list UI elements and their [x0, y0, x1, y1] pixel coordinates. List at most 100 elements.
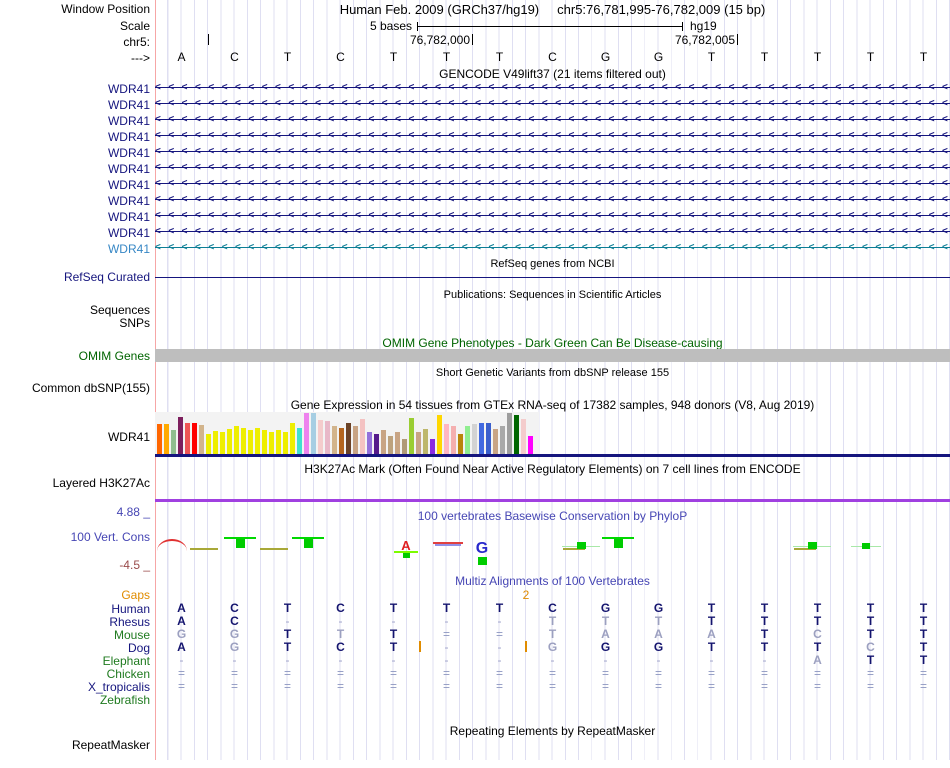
- gtex-gene-model-line[interactable]: [155, 454, 950, 457]
- gtex-tissue-bar[interactable]: [220, 432, 225, 454]
- species-label-x_tropicalis[interactable]: X_tropicalis: [87, 680, 150, 694]
- gtex-tissue-bar[interactable]: [416, 432, 421, 454]
- snps-track-label[interactable]: SNPs: [119, 316, 150, 330]
- gene-row-label[interactable]: WDR41: [107, 146, 150, 160]
- omim-gene-bar[interactable]: [155, 349, 950, 362]
- gene-row-label[interactable]: WDR41: [107, 98, 150, 112]
- omim-genes-label[interactable]: OMIM Genes: [78, 349, 150, 363]
- gene-transcript-row[interactable]: <<<<<<<<<<<<<<<<<<<<<<<<<<<<<<<<<<<<<<<<…: [155, 146, 950, 157]
- gtex-tissue-bar[interactable]: [479, 423, 484, 454]
- gtex-tissue-bar[interactable]: [276, 430, 281, 454]
- gtex-tissue-bar[interactable]: [171, 430, 176, 454]
- gtex-tissue-bar[interactable]: [262, 430, 267, 454]
- gtex-tissue-bar[interactable]: [318, 420, 323, 454]
- species-label-chicken[interactable]: Chicken: [106, 667, 150, 681]
- gene-row-label[interactable]: WDR41: [107, 114, 150, 128]
- gtex-tissue-bar[interactable]: [451, 426, 456, 454]
- gene-transcript-row[interactable]: <<<<<<<<<<<<<<<<<<<<<<<<<<<<<<<<<<<<<<<<…: [155, 194, 950, 205]
- gtex-tissue-bar[interactable]: [227, 429, 232, 454]
- alignment-base: =: [442, 627, 450, 641]
- gtex-expression-bars[interactable]: [157, 412, 537, 454]
- refseq-curated-label[interactable]: RefSeq Curated: [63, 270, 150, 284]
- gtex-tissue-bar[interactable]: [472, 424, 477, 454]
- gene-transcript-row[interactable]: <<<<<<<<<<<<<<<<<<<<<<<<<<<<<<<<<<<<<<<<…: [155, 82, 950, 93]
- gtex-tissue-bar[interactable]: [311, 413, 316, 454]
- gtex-tissue-bar[interactable]: [374, 434, 379, 454]
- gtex-tissue-bar[interactable]: [304, 413, 309, 454]
- gtex-tissue-bar[interactable]: [514, 415, 519, 454]
- gtex-tissue-bar[interactable]: [164, 424, 169, 454]
- gene-row-label[interactable]: WDR41: [107, 162, 150, 176]
- gtex-tissue-bar[interactable]: [388, 436, 393, 454]
- gtex-tissue-bar[interactable]: [458, 434, 463, 454]
- gtex-tissue-bar[interactable]: [332, 426, 337, 454]
- gene-transcript-row[interactable]: <<<<<<<<<<<<<<<<<<<<<<<<<<<<<<<<<<<<<<<<…: [155, 226, 950, 237]
- gene-transcript-row[interactable]: <<<<<<<<<<<<<<<<<<<<<<<<<<<<<<<<<<<<<<<<…: [155, 242, 950, 253]
- refseq-curated-gene-line[interactable]: [155, 277, 950, 278]
- gtex-tissue-bar[interactable]: [297, 428, 302, 454]
- gene-row-label[interactable]: WDR41: [107, 242, 150, 256]
- sequences-track-label[interactable]: Sequences: [89, 303, 150, 317]
- gtex-tissue-bar[interactable]: [325, 421, 330, 454]
- gtex-tissue-bar[interactable]: [157, 424, 162, 454]
- gtex-tissue-bar[interactable]: [199, 425, 204, 454]
- gtex-tissue-bar[interactable]: [269, 432, 274, 454]
- gtex-tissue-bar[interactable]: [430, 439, 435, 454]
- gene-row-label[interactable]: WDR41: [107, 226, 150, 240]
- layered-h3k27ac-label[interactable]: Layered H3K27Ac: [52, 476, 150, 490]
- insertion-tick: [419, 641, 421, 652]
- gtex-tissue-bar[interactable]: [241, 428, 246, 454]
- gtex-tissue-bar[interactable]: [248, 430, 253, 454]
- gtex-tissue-bar[interactable]: [486, 423, 491, 454]
- gene-transcript-row[interactable]: <<<<<<<<<<<<<<<<<<<<<<<<<<<<<<<<<<<<<<<<…: [155, 162, 950, 173]
- gene-transcript-row[interactable]: <<<<<<<<<<<<<<<<<<<<<<<<<<<<<<<<<<<<<<<<…: [155, 114, 950, 125]
- gtex-tissue-bar[interactable]: [360, 419, 365, 454]
- gtex-tissue-bar[interactable]: [353, 426, 358, 454]
- gtex-tissue-bar[interactable]: [409, 418, 414, 454]
- gtex-tissue-bar[interactable]: [339, 428, 344, 454]
- gtex-tissue-bar[interactable]: [255, 428, 260, 454]
- species-label-zebrafish[interactable]: Zebrafish: [99, 693, 150, 707]
- gene-row-label[interactable]: WDR41: [107, 82, 150, 96]
- gtex-tissue-bar[interactable]: [465, 426, 470, 454]
- gtex-tissue-bar[interactable]: [528, 436, 533, 454]
- gtex-tissue-bar[interactable]: [213, 431, 218, 454]
- species-label-dog[interactable]: Dog: [127, 641, 150, 655]
- gtex-tissue-bar[interactable]: [493, 429, 498, 454]
- gtex-tissue-bar[interactable]: [192, 423, 197, 454]
- repeatmasker-label[interactable]: RepeatMasker: [71, 738, 150, 752]
- gtex-tissue-bar[interactable]: [521, 419, 526, 454]
- species-label-elephant[interactable]: Elephant: [102, 654, 150, 668]
- gtex-tissue-bar[interactable]: [185, 423, 190, 454]
- gtex-tissue-bar[interactable]: [402, 439, 407, 454]
- gtex-tissue-bar[interactable]: [206, 434, 211, 454]
- gene-transcript-row[interactable]: <<<<<<<<<<<<<<<<<<<<<<<<<<<<<<<<<<<<<<<<…: [155, 98, 950, 109]
- vert-cons-label[interactable]: 100 Vert. Cons: [70, 530, 150, 544]
- gtex-tissue-bar[interactable]: [507, 413, 512, 454]
- gtex-tissue-bar[interactable]: [444, 424, 449, 454]
- gene-transcript-row[interactable]: <<<<<<<<<<<<<<<<<<<<<<<<<<<<<<<<<<<<<<<<…: [155, 210, 950, 221]
- gene-row-label[interactable]: WDR41: [107, 178, 150, 192]
- gtex-tissue-bar[interactable]: [381, 430, 386, 454]
- gtex-tissue-bar[interactable]: [500, 426, 505, 454]
- common-dbsnp-label[interactable]: Common dbSNP(155): [31, 381, 150, 395]
- gtex-tissue-bar[interactable]: [423, 429, 428, 454]
- gene-row-label[interactable]: WDR41: [107, 194, 150, 208]
- gtex-tissue-bar[interactable]: [395, 432, 400, 454]
- gene-row-label[interactable]: WDR41: [107, 130, 150, 144]
- species-label-rhesus[interactable]: Rhesus: [109, 615, 150, 629]
- gtex-tissue-bar[interactable]: [178, 417, 183, 454]
- gtex-tissue-bar[interactable]: [367, 432, 372, 454]
- gtex-tissue-bar[interactable]: [234, 426, 239, 454]
- gtex-tissue-bar[interactable]: [283, 432, 288, 454]
- gtex-tissue-bar[interactable]: [346, 423, 351, 454]
- gene-transcript-row[interactable]: <<<<<<<<<<<<<<<<<<<<<<<<<<<<<<<<<<<<<<<<…: [155, 178, 950, 189]
- gtex-gene-label[interactable]: WDR41: [107, 430, 150, 444]
- gene-row-label[interactable]: WDR41: [107, 210, 150, 224]
- species-label-human[interactable]: Human: [111, 602, 150, 616]
- gtex-tissue-bar[interactable]: [437, 415, 442, 454]
- gtex-tissue-bar[interactable]: [290, 423, 295, 454]
- gene-transcript-row[interactable]: <<<<<<<<<<<<<<<<<<<<<<<<<<<<<<<<<<<<<<<<…: [155, 130, 950, 141]
- h3k27ac-signal-line[interactable]: [155, 499, 950, 502]
- species-label-mouse[interactable]: Mouse: [113, 628, 150, 642]
